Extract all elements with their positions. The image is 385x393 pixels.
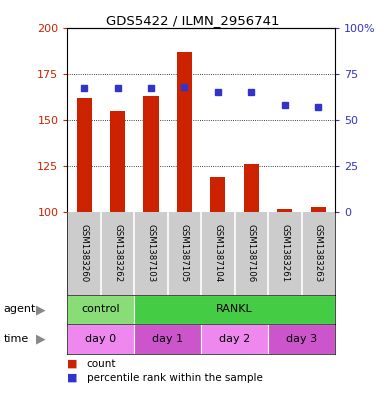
Text: ■: ■: [67, 358, 78, 369]
Text: GSM1383260: GSM1383260: [80, 224, 89, 283]
Bar: [210, 177, 225, 212]
Text: GSM1387103: GSM1387103: [146, 224, 156, 283]
Text: GDS5422 / ILMN_2956741: GDS5422 / ILMN_2956741: [106, 14, 279, 27]
Text: day 3: day 3: [286, 334, 317, 344]
Text: ▶: ▶: [35, 303, 45, 316]
Bar: [110, 110, 125, 212]
Text: control: control: [82, 305, 120, 314]
Text: day 1: day 1: [152, 334, 183, 344]
Text: day 0: day 0: [85, 334, 116, 344]
Text: day 2: day 2: [219, 334, 250, 344]
Bar: [244, 164, 259, 212]
Text: GSM1383263: GSM1383263: [314, 224, 323, 283]
Bar: [67, 324, 134, 354]
Bar: [67, 295, 134, 324]
Bar: [134, 324, 201, 354]
Text: ▶: ▶: [35, 332, 45, 345]
Bar: [201, 324, 268, 354]
Text: GSM1387105: GSM1387105: [180, 224, 189, 283]
Text: GSM1383261: GSM1383261: [280, 224, 289, 283]
Text: GSM1387104: GSM1387104: [213, 224, 223, 283]
Bar: [77, 98, 92, 212]
Text: ■: ■: [67, 373, 78, 383]
Text: GSM1387106: GSM1387106: [247, 224, 256, 283]
Bar: [144, 96, 159, 212]
Bar: [134, 295, 335, 324]
Bar: [177, 51, 192, 212]
Bar: [277, 209, 292, 212]
Text: count: count: [87, 358, 116, 369]
Text: percentile rank within the sample: percentile rank within the sample: [87, 373, 263, 383]
Text: agent: agent: [4, 305, 36, 314]
Text: RANKL: RANKL: [216, 305, 253, 314]
Text: GSM1383262: GSM1383262: [113, 224, 122, 283]
Text: time: time: [4, 334, 29, 344]
Bar: [311, 207, 326, 212]
Bar: [268, 324, 335, 354]
